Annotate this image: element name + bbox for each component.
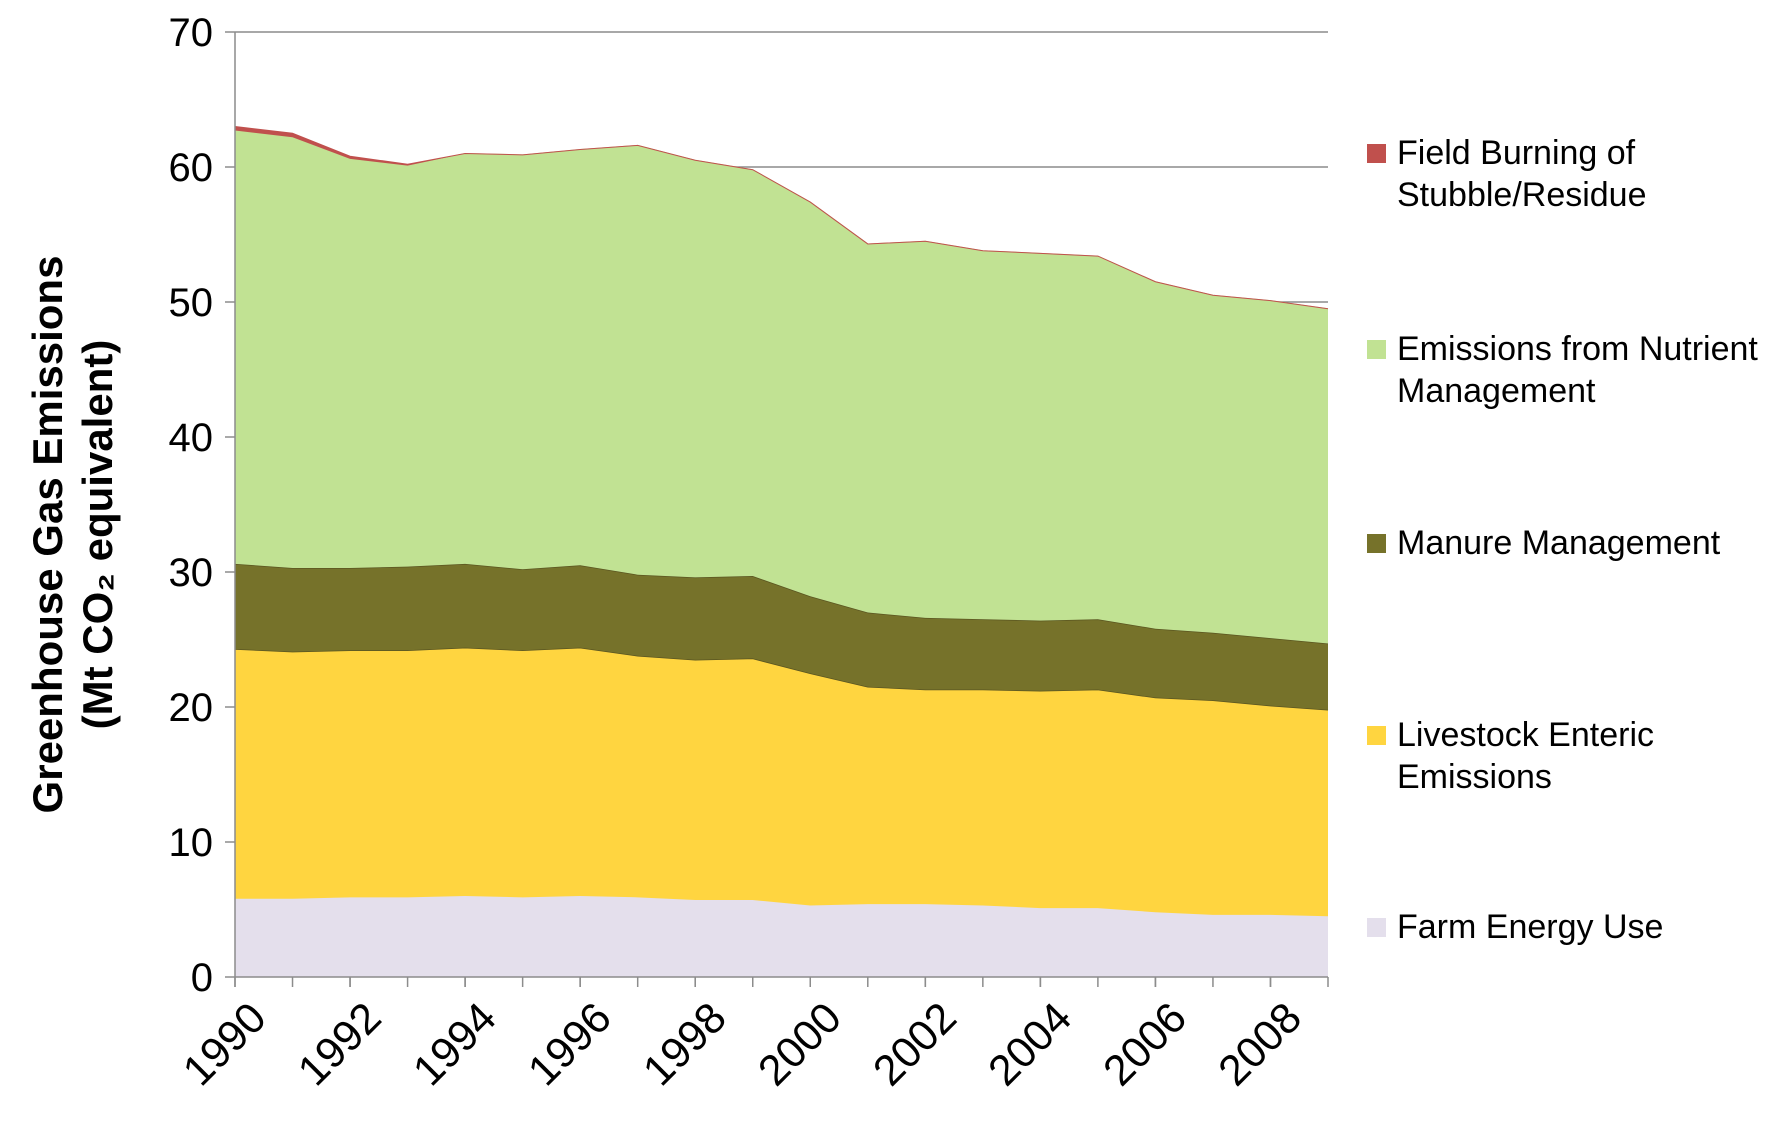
x-tick-label: 1996 — [519, 994, 621, 1096]
legend-label: Farm Energy Use — [1397, 908, 1664, 946]
legend-swatch — [1367, 144, 1386, 163]
y-tick-label: 50 — [169, 281, 214, 325]
x-tick-label: 1992 — [289, 994, 391, 1096]
area-edge — [234, 126, 1329, 310]
legend-item: Livestock Enteric Emissions — [1367, 714, 1762, 798]
y-tick-label: 40 — [169, 416, 214, 460]
area — [235, 647, 1328, 917]
y-axis-title-line: (Mt CO₂ equivalent) — [74, 340, 121, 730]
area — [235, 130, 1328, 644]
x-tick-label: 2002 — [864, 994, 966, 1096]
x-tick-label: 1990 — [174, 994, 276, 1096]
legend-label: Livestock Enteric Emissions — [1397, 716, 1654, 796]
y-tick-label: 10 — [169, 821, 214, 865]
legend-item: Emissions from Nutrient Management — [1367, 328, 1762, 412]
y-tick-label: 0 — [191, 956, 213, 1000]
area — [235, 896, 1328, 977]
legend-item: Manure Management — [1367, 522, 1762, 564]
y-tick-label: 30 — [169, 551, 214, 595]
x-tick-label: 2004 — [979, 994, 1081, 1096]
legend-swatch — [1367, 918, 1386, 937]
x-tick-label: 2008 — [1209, 994, 1311, 1096]
legend-swatch — [1367, 340, 1386, 359]
legend-swatch — [1367, 534, 1386, 553]
legend-item: Field Burning of Stubble/Residue — [1367, 132, 1762, 216]
x-tick-label: 1998 — [634, 994, 736, 1096]
x-tick-label: 1994 — [404, 994, 506, 1096]
legend-label: Manure Management — [1397, 524, 1721, 562]
y-axis-title: Greenhouse Gas Emissions(Mt CO₂ equivale… — [24, 256, 121, 814]
x-tick-label: 2006 — [1094, 994, 1196, 1096]
area — [235, 563, 1328, 710]
legend-item: Farm Energy Use — [1367, 906, 1762, 948]
y-tick-label: 60 — [169, 146, 214, 190]
x-tick-label: 2000 — [749, 994, 851, 1096]
legend-swatch — [1367, 726, 1386, 745]
legend-label: Field Burning of Stubble/Residue — [1397, 134, 1647, 214]
y-tick-label: 20 — [169, 686, 214, 730]
y-tick-label: 70 — [169, 11, 214, 55]
legend-label: Emissions from Nutrient Management — [1397, 330, 1758, 410]
y-axis-title-line: Greenhouse Gas Emissions — [24, 256, 71, 814]
